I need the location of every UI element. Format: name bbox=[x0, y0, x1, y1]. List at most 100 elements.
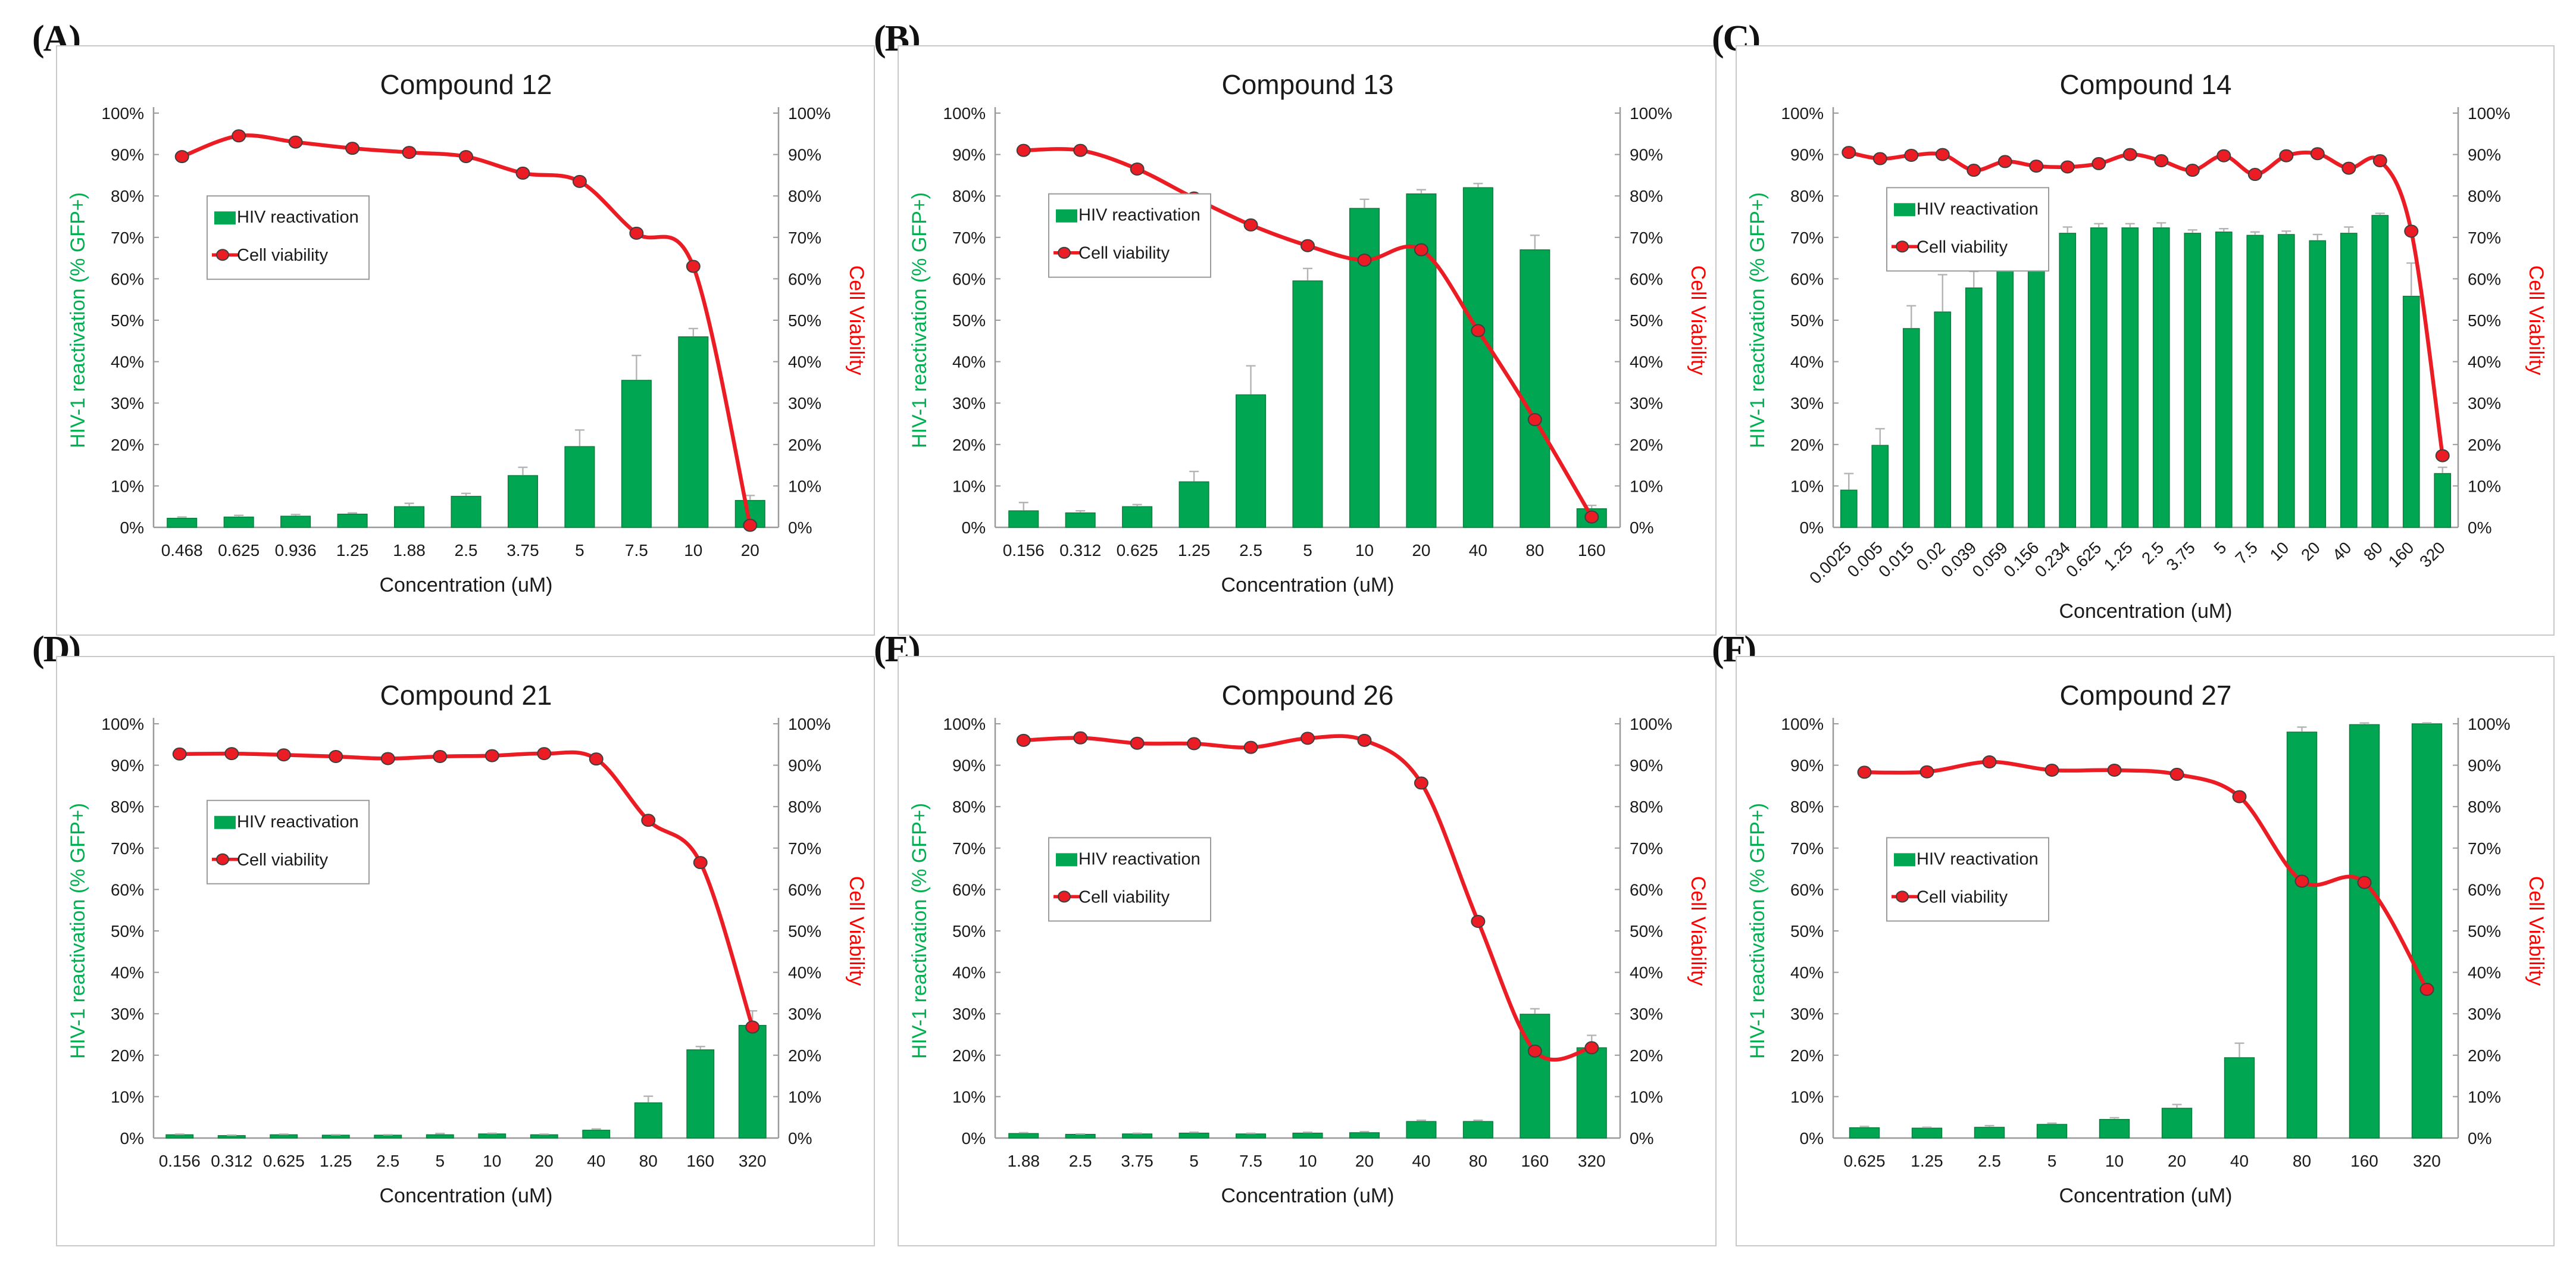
viability-marker bbox=[1872, 152, 1887, 165]
right-axis-tick-label: 0% bbox=[1630, 518, 1653, 537]
viability-marker bbox=[2310, 147, 2325, 161]
right-axis-tick-label: 10% bbox=[1630, 1087, 1663, 1106]
legend-line-label: Cell viability bbox=[1917, 237, 2008, 257]
left-axis-title: HIV-1 reactivation (% GFP+) bbox=[67, 192, 89, 448]
x-axis-tick-label: 320 bbox=[2413, 1152, 2441, 1170]
legend-line-marker bbox=[1058, 890, 1071, 903]
x-axis-tick-label: 1.25 bbox=[2100, 538, 2136, 574]
legend-line-label: Cell viability bbox=[1078, 244, 1170, 263]
right-axis-tick-label: 100% bbox=[788, 715, 831, 733]
viability-marker bbox=[1997, 155, 2012, 168]
bar bbox=[1911, 1127, 1943, 1139]
bar bbox=[1122, 506, 1153, 528]
right-axis-tick-label: 20% bbox=[1630, 1046, 1663, 1065]
right-axis-tick-label: 50% bbox=[2468, 311, 2501, 330]
legend-line-label: Cell viability bbox=[1917, 887, 2008, 907]
right-axis-tick-label: 60% bbox=[2468, 880, 2501, 899]
bar bbox=[2099, 1118, 2130, 1139]
legend-box bbox=[1048, 193, 1211, 278]
left-axis-tick-label: 0% bbox=[120, 1129, 144, 1148]
chart-title: Compound 26 bbox=[1222, 680, 1394, 711]
left-axis-tick-label: 0% bbox=[962, 1129, 986, 1148]
x-axis-tick-label: 1.25 bbox=[1911, 1152, 1943, 1170]
bar bbox=[2309, 240, 2327, 528]
x-axis-tick-label: 0.625 bbox=[263, 1152, 305, 1170]
x-axis-tick-label: 0.625 bbox=[218, 541, 260, 560]
viability-marker bbox=[1584, 510, 1599, 524]
bar bbox=[2036, 1124, 2068, 1139]
viability-marker bbox=[1904, 148, 1919, 162]
viability-marker bbox=[2404, 224, 2419, 238]
left-axis-tick-label: 100% bbox=[1781, 715, 1824, 733]
right-axis-tick-label: 100% bbox=[1630, 104, 1672, 123]
legend-bar-swatch bbox=[1056, 209, 1077, 223]
right-axis-title: Cell Viability bbox=[1687, 876, 1709, 986]
viability-marker bbox=[1527, 413, 1542, 427]
x-axis-tick-label: 0.625 bbox=[1843, 1152, 1885, 1170]
bar bbox=[1406, 1121, 1437, 1139]
left-axis-tick-label: 40% bbox=[111, 964, 144, 982]
viability-marker bbox=[2044, 763, 2059, 777]
right-axis-tick-label: 90% bbox=[2468, 146, 2501, 164]
chart-panel-a: (A) Compound 12 0% 0% 10% 10% 20% 20% 30% 30% 40%… bbox=[32, 18, 875, 636]
right-axis-tick-label: 70% bbox=[788, 229, 821, 247]
x-axis-tick-label: 10 bbox=[483, 1152, 501, 1170]
left-axis-tick-label: 60% bbox=[111, 880, 144, 899]
viability-marker bbox=[2154, 154, 2169, 168]
right-axis-tick-label: 0% bbox=[2468, 1129, 2491, 1148]
right-axis-tick-label: 0% bbox=[1630, 1129, 1653, 1148]
bar bbox=[1178, 481, 1209, 528]
viability-marker bbox=[2217, 149, 2231, 162]
viability-marker bbox=[1243, 218, 1258, 232]
right-axis-tick-label: 70% bbox=[1630, 839, 1663, 858]
viability-marker bbox=[515, 166, 530, 180]
viability-marker bbox=[1857, 765, 1872, 779]
left-axis-title: HIV-1 reactivation (% GFP+) bbox=[908, 192, 931, 448]
left-axis-tick-label: 30% bbox=[1790, 1005, 1824, 1023]
left-axis-tick-label: 60% bbox=[1790, 270, 1824, 288]
left-axis-tick-label: 50% bbox=[111, 922, 144, 940]
viability-marker bbox=[1300, 239, 1315, 252]
bar bbox=[2161, 1108, 2193, 1139]
viability-marker bbox=[537, 747, 552, 761]
chart-area: Compound 27 0% 0% 10% 10% 20% 20% 30% 30% 40% 40% 5… bbox=[1736, 656, 2555, 1246]
viability-line bbox=[181, 133, 752, 526]
left-axis-tick-label: 30% bbox=[1790, 394, 1824, 412]
right-axis-title: Cell Viability bbox=[845, 876, 868, 986]
bar bbox=[2246, 235, 2264, 528]
left-axis-tick-label: 70% bbox=[1790, 229, 1824, 247]
viability-marker bbox=[1471, 914, 1486, 928]
viability-marker bbox=[1527, 1044, 1542, 1058]
x-axis-tick-label: 0.312 bbox=[211, 1152, 252, 1170]
bar bbox=[2340, 233, 2358, 528]
x-axis-tick-label: 5 bbox=[1189, 1152, 1199, 1170]
x-axis-tick-label: 0.0025 bbox=[1806, 538, 1855, 587]
right-axis-tick-label: 70% bbox=[788, 839, 821, 858]
left-axis-tick-label: 10% bbox=[1790, 477, 1824, 495]
bar bbox=[1236, 1133, 1267, 1139]
right-axis-tick-label: 90% bbox=[1630, 757, 1663, 775]
viability-marker bbox=[433, 749, 448, 763]
x-axis-tick-label: 160 bbox=[2350, 1152, 2378, 1170]
left-axis-tick-label: 70% bbox=[952, 839, 986, 858]
x-axis-tick-label: 3.75 bbox=[2163, 538, 2199, 574]
right-axis-title: Cell Viability bbox=[2525, 876, 2547, 986]
viability-marker bbox=[2185, 164, 2200, 177]
x-axis-tick-label: 5 bbox=[2211, 538, 2230, 558]
x-axis-tick-label: 1.88 bbox=[1007, 1152, 1040, 1170]
bar bbox=[738, 1024, 767, 1139]
bar bbox=[270, 1134, 298, 1139]
viability-marker bbox=[2232, 790, 2247, 804]
legend-box bbox=[207, 799, 370, 884]
x-axis-title: Concentration (uM) bbox=[1221, 1184, 1394, 1207]
viability-marker bbox=[1982, 755, 1997, 769]
chart-svg: Compound 14 0% 0% 10% 10% 20% 20% 30% 30% 40% 40% 5… bbox=[1746, 69, 2547, 623]
x-axis-tick-label: 80 bbox=[1525, 541, 1544, 560]
right-axis-tick-label: 50% bbox=[2468, 922, 2501, 940]
x-axis-title: Concentration (uM) bbox=[1221, 574, 1394, 596]
right-axis-tick-label: 30% bbox=[1630, 1005, 1663, 1023]
chart-title: Compound 13 bbox=[1222, 69, 1394, 100]
chart-title: Compound 14 bbox=[2060, 69, 2232, 100]
x-axis-tick-label: 1.25 bbox=[336, 541, 369, 560]
viability-marker bbox=[1130, 736, 1145, 750]
